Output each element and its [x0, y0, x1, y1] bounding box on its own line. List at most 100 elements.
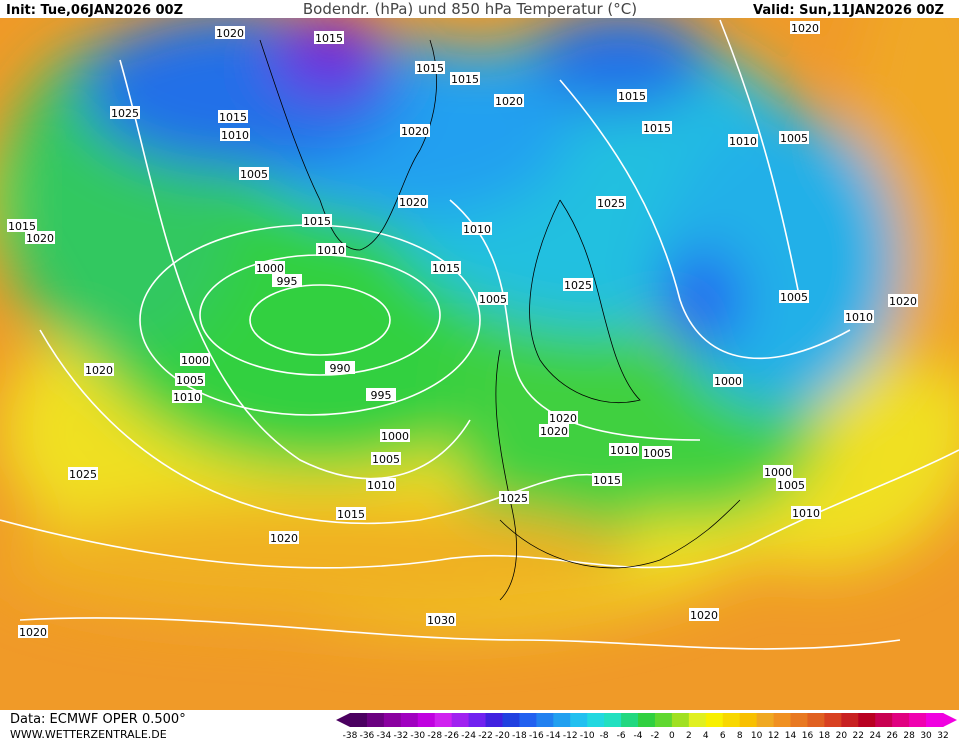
- label-text: 1020: [401, 125, 429, 138]
- isobar-label: 1015: [415, 61, 445, 75]
- label-text: 1010: [729, 135, 757, 148]
- color-swatch: [638, 713, 656, 727]
- label-box: [255, 261, 285, 274]
- colorbar-label: 26: [886, 731, 898, 741]
- label-box: [494, 94, 524, 107]
- temperature-field: [0, 18, 959, 710]
- isobar-label: 1005: [478, 292, 508, 306]
- isobar-label: 1025: [596, 196, 626, 210]
- isobar-label: 1000: [713, 374, 743, 388]
- colorbar-label: -4: [634, 731, 643, 741]
- arrow-high: [943, 713, 957, 727]
- label-box: [398, 195, 428, 208]
- color-swatch: [790, 713, 808, 727]
- label-box: [325, 361, 355, 374]
- colorbar-label: 18: [819, 731, 831, 741]
- label-text: 1020: [540, 425, 568, 438]
- colorbar-label: -34: [377, 731, 392, 741]
- label-text: 1005: [372, 453, 400, 466]
- color-swatch: [739, 713, 758, 727]
- isobar-label: 1020: [548, 411, 578, 425]
- label-box: [18, 625, 48, 638]
- label-text: 1010: [610, 444, 638, 457]
- isobar-label: 1010: [316, 243, 346, 257]
- label-box: [689, 608, 719, 621]
- isobar-label: 1015: [592, 473, 622, 487]
- isobar-label: 1005: [239, 167, 269, 181]
- isobar-label: 1015: [431, 261, 461, 275]
- color-swatch: [502, 713, 520, 727]
- colorbar-label: 4: [703, 731, 709, 741]
- label-text: 1025: [564, 279, 592, 292]
- label-box: [779, 290, 809, 303]
- colorbar-label: -16: [529, 731, 544, 741]
- isobar-label: 1000: [380, 429, 410, 443]
- isobar-label: 1015: [218, 110, 248, 124]
- color-swatch: [417, 713, 436, 727]
- label-text: 1010: [463, 223, 491, 236]
- color-swatch: [858, 713, 876, 727]
- coastlines: [259, 39, 741, 601]
- colorbar-label: -2: [650, 731, 659, 741]
- label-box: [302, 214, 332, 227]
- label-text: 995: [277, 275, 298, 288]
- label-box: [366, 388, 396, 401]
- colorbar-label: -36: [360, 731, 375, 741]
- label-box: [366, 478, 396, 491]
- label-text: 1020: [889, 295, 917, 308]
- isobar-label: 1015: [302, 214, 332, 228]
- label-text: 1025: [597, 197, 625, 210]
- label-box: [415, 61, 445, 74]
- label-text: 1020: [19, 626, 47, 639]
- label-box: [110, 106, 140, 119]
- label-box: [220, 128, 250, 141]
- isobar-label: 1025: [563, 278, 593, 292]
- colorbar-label: 2: [686, 731, 692, 741]
- colorbar-label: -10: [580, 731, 595, 741]
- label-text: 1000: [256, 262, 284, 275]
- isobar-label: 1005: [175, 373, 205, 387]
- label-text: 1020: [690, 609, 718, 622]
- label-text: 1010: [317, 244, 345, 257]
- isobar-label: 1010: [728, 134, 758, 148]
- color-swatch: [468, 713, 487, 727]
- color-swatch: [350, 713, 368, 727]
- label-box: [779, 131, 809, 144]
- label-text: 1015: [303, 215, 331, 228]
- label-text: 1015: [8, 220, 36, 233]
- colorbar-label: -26: [444, 731, 459, 741]
- label-text: 1015: [337, 508, 365, 521]
- label-box: [400, 124, 430, 137]
- label-text: 1020: [270, 532, 298, 545]
- colorbar-label: 20: [836, 731, 848, 741]
- label-text: 1020: [549, 412, 577, 425]
- colorbar-label: -8: [600, 731, 609, 741]
- color-swatch: [519, 713, 537, 727]
- colorbar-label: 8: [737, 731, 743, 741]
- label-box: [431, 261, 461, 274]
- colorbar-label: -38: [343, 731, 358, 741]
- color-swatch: [400, 713, 419, 727]
- colorbar-label: 22: [853, 731, 864, 741]
- label-box: [84, 363, 114, 376]
- label-box: [563, 278, 593, 291]
- label-box: [790, 21, 820, 34]
- label-box: [791, 506, 821, 519]
- isobar-label: 1005: [642, 446, 672, 460]
- color-swatch: [688, 713, 707, 727]
- colorbar-label: -20: [495, 731, 510, 741]
- isobar-label: 1015: [314, 31, 344, 45]
- color-swatch: [926, 713, 944, 727]
- colorbar-label: -6: [617, 731, 626, 741]
- color-swatch: [841, 713, 859, 727]
- isobar-label: 1020: [539, 424, 569, 438]
- isobar-label: 1010: [609, 443, 639, 457]
- label-box: [426, 613, 456, 626]
- label-box: [25, 231, 55, 244]
- label-box: [316, 243, 346, 256]
- color-swatch: [485, 713, 503, 727]
- isobar-label: 1005: [779, 290, 809, 304]
- label-text: 990: [330, 362, 351, 375]
- color-swatch: [604, 713, 622, 727]
- label-box: [215, 26, 245, 39]
